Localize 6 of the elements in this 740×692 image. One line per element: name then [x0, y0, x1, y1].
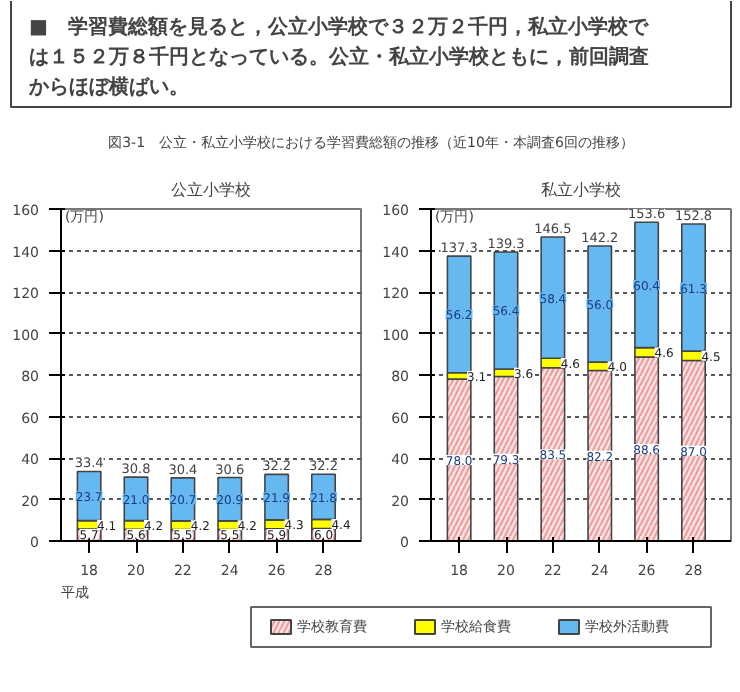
chart-title: 公立小学校 [171, 181, 251, 199]
text: ■ 学習費総額を見ると，公立小学校で３２万２千円，私立小学校では１５２万８千円となっている。公立・私立小学校ともに，前回調査からほぼ横ばい。 [27, 15, 650, 99]
bar [587, 245, 613, 363]
bar [493, 251, 519, 370]
chart-title: 私立小学校 [541, 181, 621, 199]
bar [446, 255, 472, 374]
